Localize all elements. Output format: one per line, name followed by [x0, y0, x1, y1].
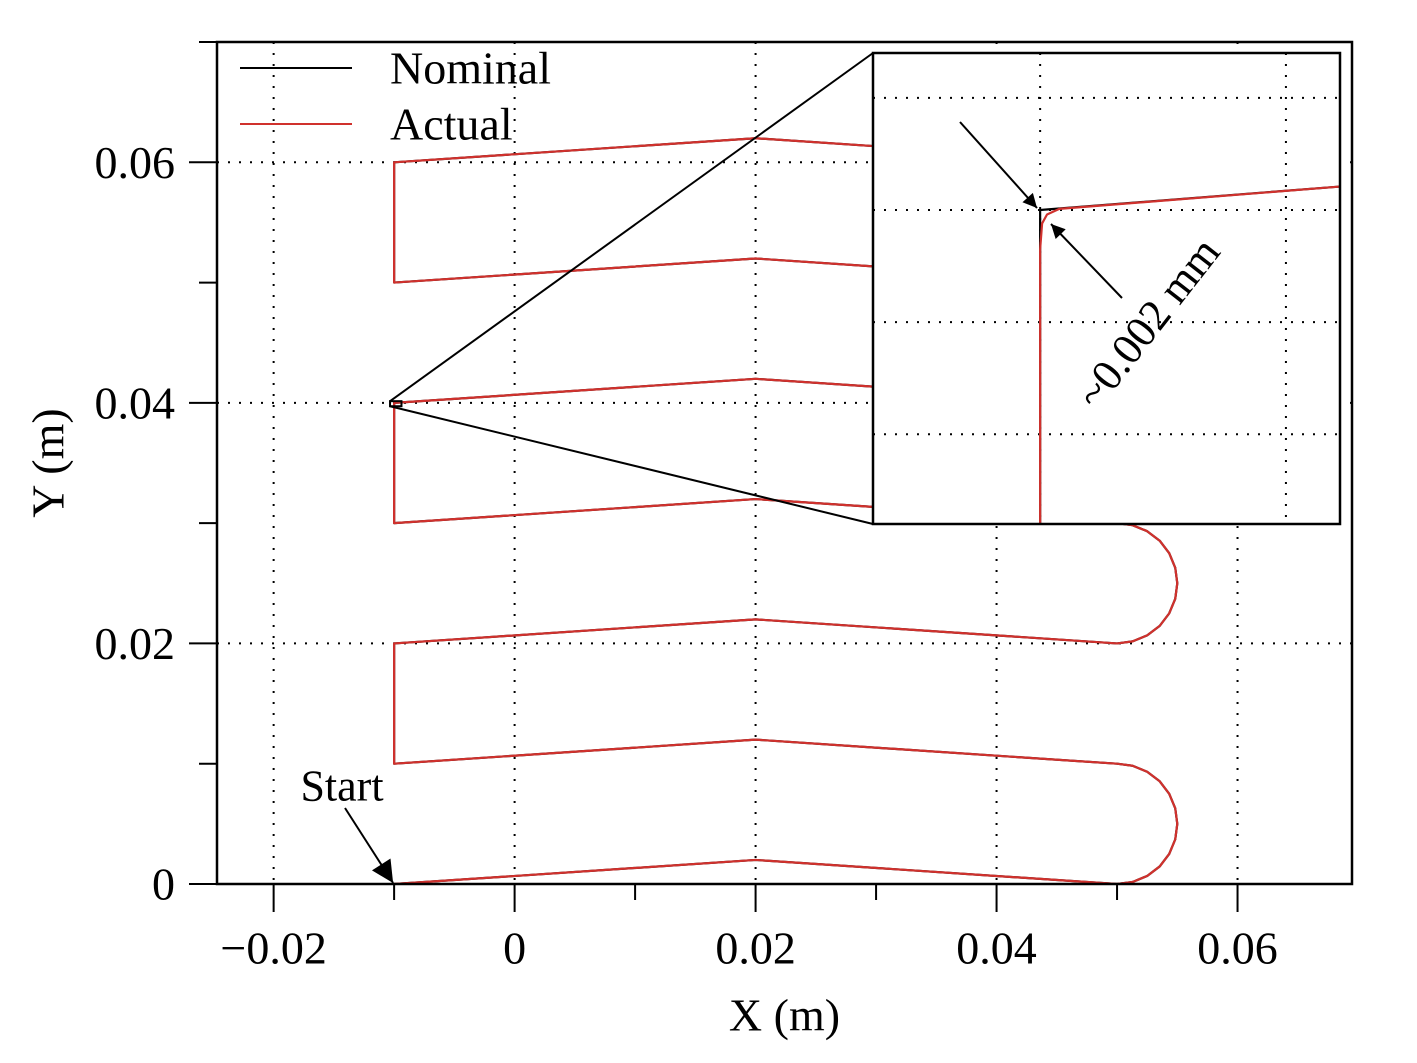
zoom-box — [389, 400, 403, 408]
annotation: Start — [300, 762, 383, 811]
x-tick-label: 0.02 — [715, 923, 796, 974]
inset-plot — [873, 53, 1340, 524]
plot-frame — [215, 40, 1354, 886]
annotation-arrow — [344, 807, 394, 884]
y-tick-label: 0.02 — [95, 618, 176, 669]
inset-background — [873, 53, 1340, 524]
x-axis-label: X (m) — [729, 990, 840, 1041]
y-tick-label: 0.06 — [95, 137, 176, 188]
series-line — [1039, 185, 1340, 524]
zoom-connector — [389, 405, 874, 525]
y-axis-label: Y (m) — [23, 408, 74, 517]
x-tick-label: 0 — [503, 923, 526, 974]
legend-label: Nominal — [390, 43, 551, 94]
annotation-arrow — [959, 121, 1038, 209]
x-tick-label: 0.04 — [956, 923, 1037, 974]
zoom-connector — [389, 52, 874, 402]
x-tick-label: −0.02 — [220, 923, 326, 974]
inset-frame — [871, 51, 1342, 526]
legend-label: Actual — [390, 99, 513, 150]
annotation-arrow — [1050, 223, 1123, 299]
y-tick-label: 0.04 — [95, 377, 176, 428]
x-tick-label: 0.06 — [1197, 923, 1278, 974]
y-tick-label: 0 — [152, 859, 175, 910]
